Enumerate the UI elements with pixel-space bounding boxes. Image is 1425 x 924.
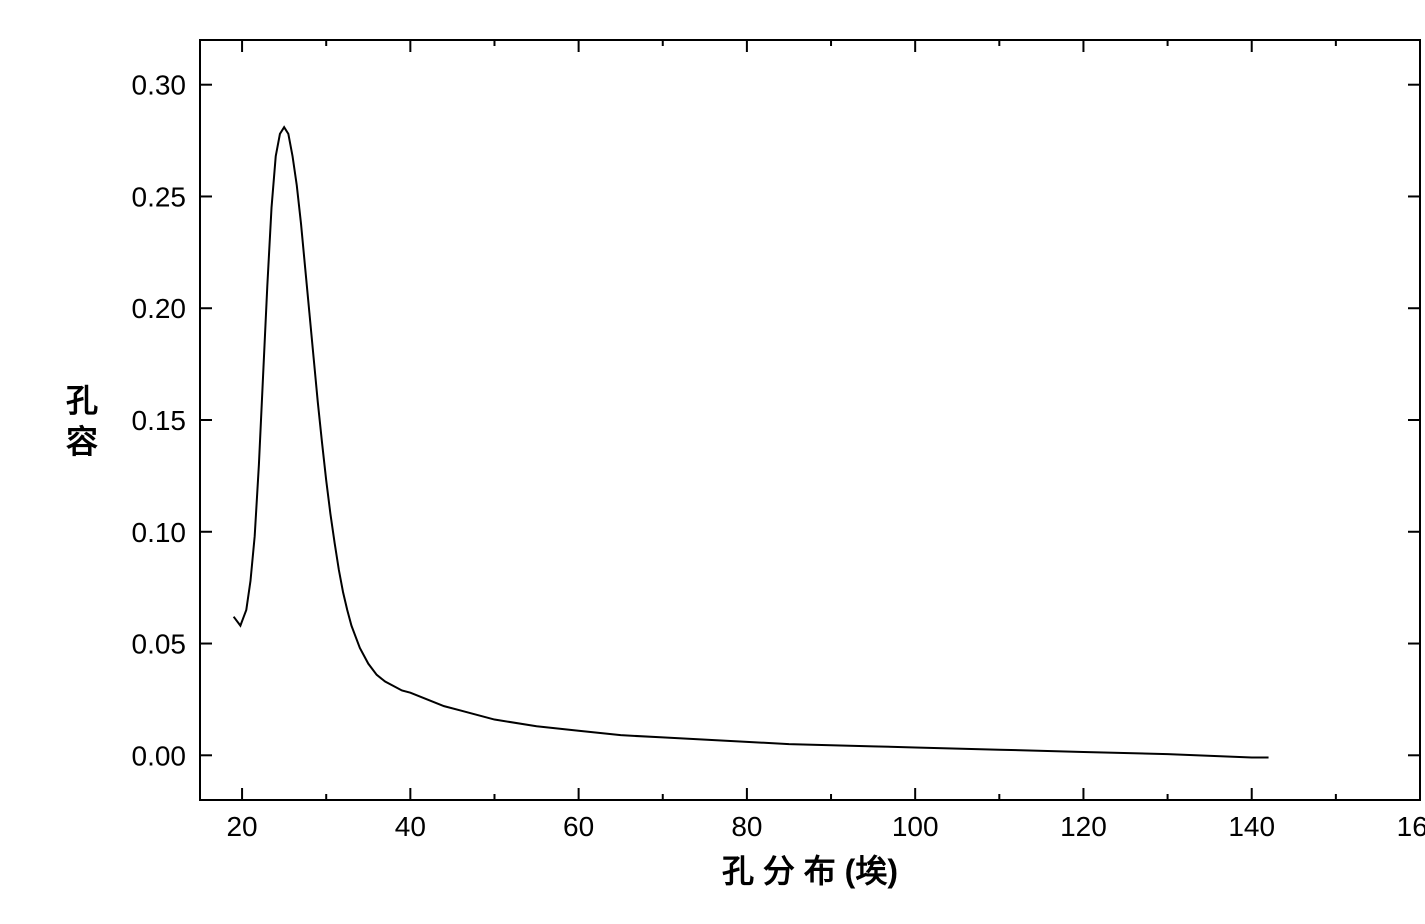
svg-text:0.25: 0.25 (132, 181, 187, 212)
svg-text:140: 140 (1228, 811, 1275, 842)
svg-text:160: 160 (1397, 811, 1425, 842)
pore-distribution-chart: 20 40 60 80 100 120 140 160 0.00 0.05 0.10 0.15 0.20… (20, 20, 1425, 904)
svg-text:0.30: 0.30 (132, 70, 187, 101)
y-axis-label: 孔 容 (62, 384, 98, 457)
svg-text:0.05: 0.05 (132, 629, 187, 660)
svg-text:40: 40 (395, 811, 426, 842)
svg-text:0.20: 0.20 (132, 293, 187, 324)
svg-text:60: 60 (563, 811, 594, 842)
svg-text:120: 120 (1060, 811, 1107, 842)
svg-text:0.00: 0.00 (132, 740, 187, 771)
chart-container: 20 40 60 80 100 120 140 160 0.00 0.05 0.10 0.15 0.20… (20, 20, 1425, 904)
svg-text:0.10: 0.10 (132, 517, 187, 548)
svg-text:20: 20 (226, 811, 257, 842)
svg-text:100: 100 (892, 811, 939, 842)
svg-text:80: 80 (731, 811, 762, 842)
svg-text:0.15: 0.15 (132, 405, 187, 436)
